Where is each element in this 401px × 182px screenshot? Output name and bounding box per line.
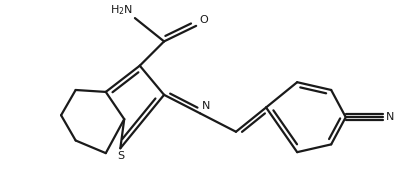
Text: O: O bbox=[199, 15, 208, 25]
Text: S: S bbox=[117, 151, 124, 161]
Text: N: N bbox=[202, 101, 211, 111]
Text: H$_2$N: H$_2$N bbox=[110, 3, 133, 17]
Text: N: N bbox=[386, 112, 394, 122]
